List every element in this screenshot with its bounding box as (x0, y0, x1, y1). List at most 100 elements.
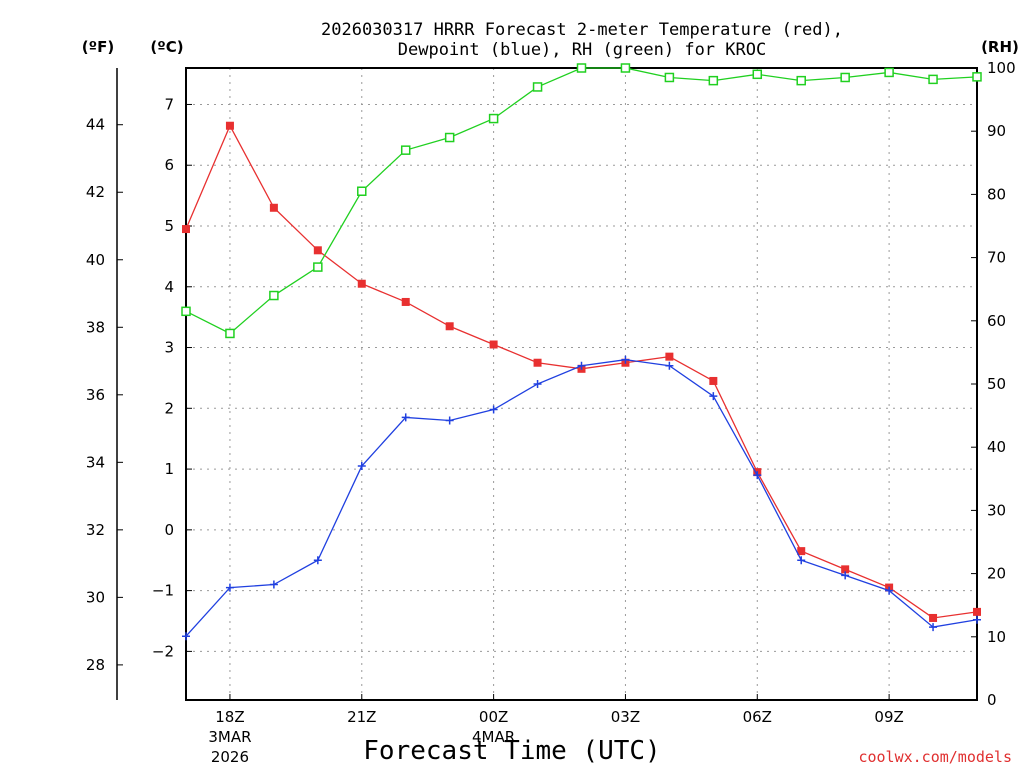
rh-tick-label: 80 (987, 185, 1006, 203)
rh-point (796, 75, 806, 86)
rh-tick-label: 90 (987, 122, 1006, 140)
fahrenheit-tick-label: 44 (86, 116, 105, 134)
fahrenheit-tick-label: 40 (86, 251, 105, 269)
x-axis-label: Forecast Time (UTC) (363, 736, 660, 766)
temperature-point (182, 225, 190, 234)
dewpoint-point (269, 580, 278, 589)
dewpoint-point (401, 413, 410, 422)
rh-point (664, 72, 675, 83)
dewpoint-point (225, 583, 234, 592)
x-tick-date-label: 4MAR (472, 728, 515, 746)
dewpoint-point (182, 632, 190, 641)
rh-point (708, 75, 719, 86)
dewpoint-point (753, 471, 762, 480)
fahrenheit-axis-unit: (ºF) (82, 38, 114, 56)
x-tick-label: 00Z (479, 708, 508, 726)
x-tick-label: 21Z (347, 708, 376, 726)
celsius-tick-label: 7 (164, 95, 174, 113)
temperature-point (269, 203, 278, 212)
rh-point (972, 72, 982, 82)
dewpoint-point (665, 361, 674, 370)
temperature-point (533, 358, 542, 367)
fahrenheit-tick-label: 32 (86, 521, 105, 539)
dewpoint-line (185, 359, 978, 637)
temperature-point (313, 246, 322, 255)
x-tick-date-label: 3MAR (208, 728, 251, 746)
dewpoint-point (929, 623, 938, 632)
temperature-point (225, 121, 234, 130)
fahrenheit-tick-label: 28 (86, 656, 105, 674)
dewpoint-point (621, 355, 630, 364)
dewpoint-point (489, 405, 498, 414)
rh-tick-label: 0 (987, 691, 997, 709)
x-tick-label: 18Z (215, 708, 244, 726)
celsius-tick-label: −2 (152, 642, 174, 660)
celsius-tick-label: 0 (164, 521, 174, 539)
rh-point (928, 74, 938, 85)
rh-point (444, 132, 455, 143)
rh-point (488, 113, 499, 124)
dewpoint-point (885, 586, 894, 595)
temperature-point (665, 352, 674, 361)
rh-tick-label: 100 (987, 59, 1016, 77)
rh-tick-label: 30 (987, 501, 1006, 519)
fahrenheit-tick-label: 34 (86, 453, 105, 471)
x-tick-year-label: 2026 (211, 748, 249, 766)
rh-point (840, 72, 850, 83)
rh-tick-label: 20 (987, 565, 1006, 583)
rh-tick-label: 40 (987, 438, 1006, 456)
temperature-point (841, 565, 850, 574)
dewpoint-point (709, 392, 718, 401)
rh-point (752, 69, 763, 80)
rh-tick-label: 10 (987, 628, 1006, 646)
chart-title-line2: Dewpoint (blue), RH (green) for KROC (398, 40, 766, 60)
chart-title-line1: 2026030317 HRRR Forecast 2-meter Tempera… (321, 20, 843, 40)
dewpoint-point (533, 380, 542, 388)
credit-text: coolwx.com/models (858, 748, 1012, 766)
plot-frame (185, 67, 978, 701)
temperature-point (797, 547, 806, 556)
rh-point (313, 262, 323, 272)
data-series (181, 63, 982, 641)
celsius-axis-unit: (ºC) (150, 38, 183, 56)
temperature-point (709, 376, 718, 385)
temperature-point (973, 607, 981, 616)
rh-point (269, 290, 279, 301)
rh-tick-label: 50 (987, 375, 1006, 393)
temperature-point (357, 279, 366, 288)
rh-point (620, 63, 631, 73)
fahrenheit-tick-label: 30 (86, 588, 105, 606)
x-tick-label: 03Z (611, 708, 640, 726)
rh-point (181, 306, 191, 317)
temperature-point (489, 340, 498, 349)
fahrenheit-tick-label: 36 (86, 386, 105, 404)
rh-point (357, 186, 367, 196)
rh-axis-unit: (RH) (981, 38, 1019, 56)
temperature-point (445, 322, 454, 331)
celsius-tick-label: 6 (164, 156, 174, 174)
rh-line (185, 67, 978, 335)
rh-point (532, 82, 543, 92)
rh-tick-label: 70 (987, 249, 1006, 267)
rh-point (884, 67, 894, 78)
dewpoint-point (973, 615, 981, 624)
x-tick-label: 06Z (743, 708, 772, 726)
dewpoint-point (841, 571, 850, 580)
rh-point (225, 328, 235, 339)
gridlines (186, 68, 977, 700)
dewpoint-point (313, 556, 322, 565)
celsius-tick-label: 2 (164, 399, 174, 417)
x-tick-label: 09Z (874, 708, 903, 726)
dewpoint-point (797, 556, 806, 565)
rh-tick-label: 60 (987, 312, 1006, 330)
celsius-tick-label: 5 (164, 217, 174, 235)
fahrenheit-tick-label: 42 (86, 183, 105, 201)
dewpoint-point (445, 416, 454, 425)
celsius-tick-label: 3 (164, 339, 174, 357)
celsius-tick-label: 4 (164, 278, 174, 296)
rh-point (400, 145, 411, 155)
temperature-point (401, 297, 410, 306)
dewpoint-point (577, 361, 586, 370)
celsius-tick-label: 1 (164, 460, 174, 478)
